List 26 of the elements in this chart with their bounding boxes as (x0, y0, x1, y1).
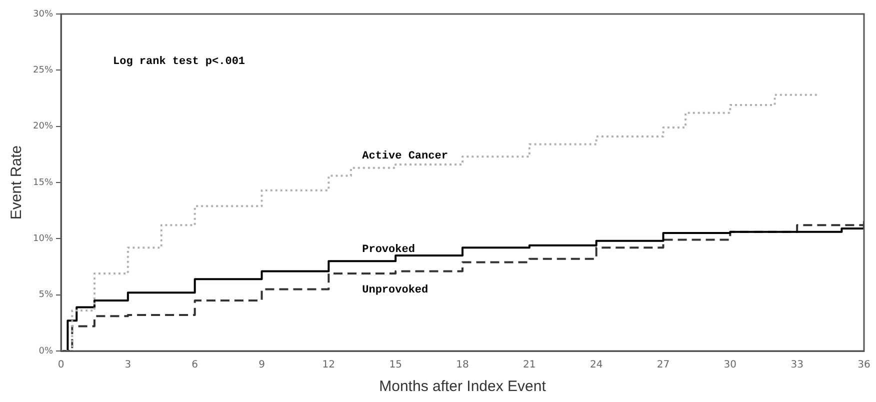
series-label: Active Cancer (362, 150, 448, 163)
x-tick-label: 36 (858, 360, 870, 371)
x-tick-label: 30 (724, 360, 737, 371)
y-tick-label: 25% (32, 66, 54, 76)
y-tick-label: 20% (32, 122, 54, 132)
x-tick-label: 27 (656, 360, 670, 371)
series-label: Provoked (362, 244, 415, 256)
x-axis-title: Months after Index Event (379, 378, 547, 396)
y-tick-label: 10% (32, 234, 54, 244)
x-tick-label: 0 (58, 360, 64, 371)
y-tick-label: 30% (32, 9, 54, 20)
annotation: Log rank test p<.001 (113, 56, 246, 68)
series-label: Unprovoked (362, 284, 428, 296)
y-tick-label: 15% (32, 178, 54, 188)
x-tick-label: 15 (389, 360, 402, 371)
y-tick-label: 0% (38, 346, 54, 356)
x-tick-label: 21 (523, 360, 536, 371)
x-tick-label: 6 (192, 360, 198, 371)
y-axis-title: Event Rate (8, 145, 26, 220)
x-tick-label: 18 (456, 360, 469, 371)
x-tick-label: 33 (790, 360, 804, 371)
x-tick-label: 3 (124, 360, 132, 371)
x-tick-label: 9 (258, 360, 265, 371)
x-tick-label: 24 (590, 360, 603, 371)
x-tick-label: 12 (322, 360, 336, 371)
y-tick-label: 5% (38, 290, 54, 300)
